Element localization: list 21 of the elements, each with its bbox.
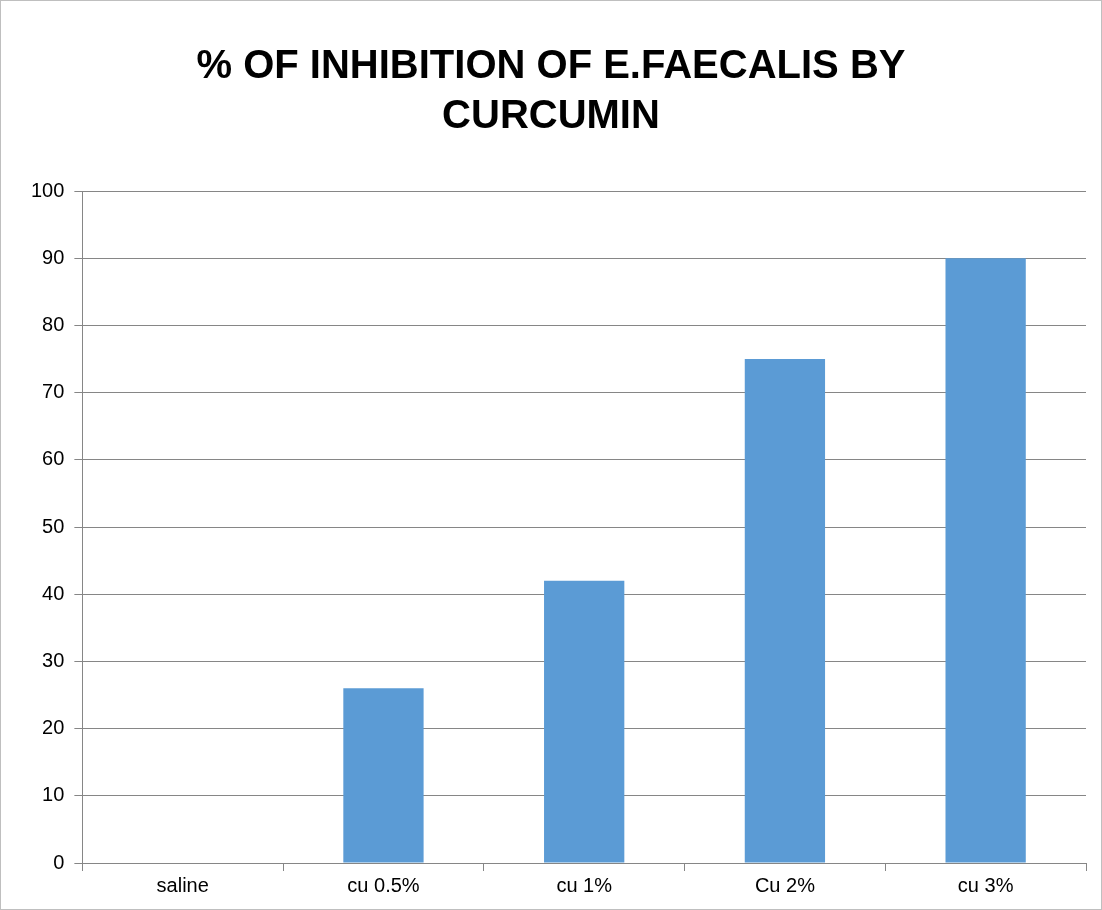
y-tick-label: 20 [42,716,65,739]
chart-title: % OF INHIBITION OF E.FAECALIS BY CURCUMIN [195,41,907,138]
y-tick-label: 40 [42,581,65,604]
y-tick-label: 10 [42,783,65,806]
y-tick-label: 70 [42,380,65,403]
x-tick-label: cu 1% [556,873,613,896]
y-tick-label: 90 [42,245,65,268]
x-tick-label: cu 3% [957,873,1014,896]
x-tick-label: Cu 2% [754,873,816,896]
y-tick-label: 30 [42,648,65,671]
y-tick-label: 100 [30,178,65,201]
bar [945,258,1026,863]
x-tick-label: cu 0.5% [347,873,420,896]
y-tick-label: 0 [53,850,65,873]
y-tick-label: 80 [42,312,65,335]
x-tick-label: saline [156,873,209,896]
bar [544,580,625,863]
y-tick-label: 60 [42,447,65,470]
bar [744,359,826,863]
y-tick-label: 50 [42,514,65,537]
bar [343,688,424,863]
